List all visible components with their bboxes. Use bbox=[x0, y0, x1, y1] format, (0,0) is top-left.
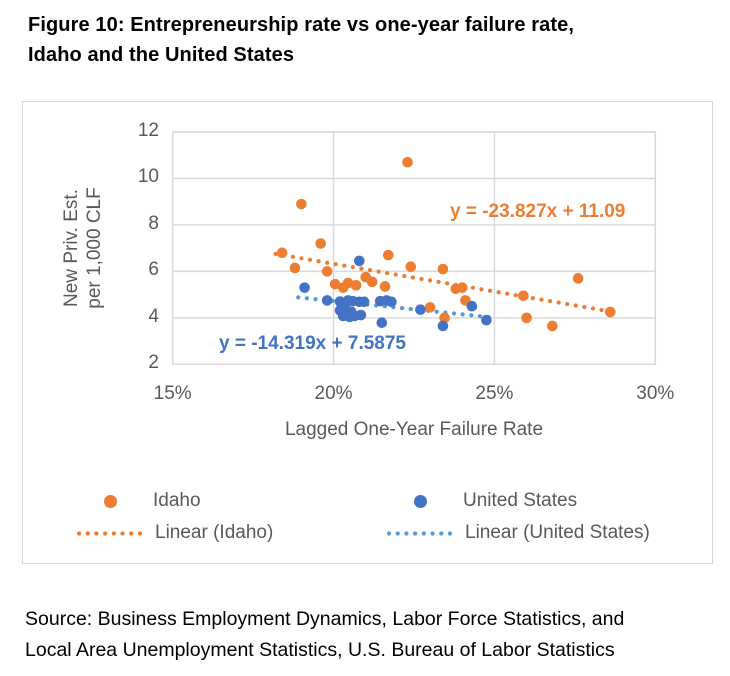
legend-label-linear-united-states: Linear (United States) bbox=[465, 522, 650, 543]
x-axis-title: Lagged One-Year Failure Rate bbox=[284, 419, 544, 440]
scatter-point-united-states bbox=[481, 314, 492, 326]
scatter-point-idaho bbox=[402, 156, 413, 168]
legend-label-linear-idaho: Linear (Idaho) bbox=[155, 522, 274, 543]
legend-marker-idaho-dot bbox=[104, 494, 117, 508]
scatter-point-idaho bbox=[366, 276, 378, 288]
scatter-point-idaho bbox=[276, 247, 288, 259]
legend-label-idaho: Idaho bbox=[153, 490, 201, 511]
scatter-point-idaho bbox=[342, 277, 354, 289]
scatter-point-idaho bbox=[521, 312, 532, 324]
y-tick-label: 6 bbox=[148, 259, 159, 281]
figure-title: Figure 10: Entrepreneurship rate vs one-… bbox=[28, 10, 708, 70]
y-axis-title-line1: New Priv. Est. bbox=[61, 189, 82, 307]
legend-marker-linear-united-states-line bbox=[386, 530, 456, 536]
scatter-point-idaho bbox=[439, 312, 450, 324]
y-tick-label: 10 bbox=[137, 166, 159, 188]
y-tick-label: 12 bbox=[137, 120, 159, 141]
scatter-point-idaho bbox=[518, 290, 529, 302]
y-axis-title: New Priv. Est. per 1,000 CLF bbox=[60, 187, 106, 308]
trendline-equation-idaho: y = -23.827x + 11.09 bbox=[450, 201, 626, 222]
figure-title-line2: Idaho and the United States bbox=[28, 44, 295, 66]
chart-area: New Priv. Est. per 1,000 CLF Lagged One-… bbox=[22, 101, 713, 564]
scatter-point-idaho bbox=[547, 320, 558, 332]
y-tick-label: 2 bbox=[148, 352, 159, 374]
x-tick-label: 15% bbox=[153, 383, 192, 404]
scatter-point-idaho bbox=[379, 281, 391, 292]
legend-item-united-states: United States bbox=[414, 490, 577, 512]
scatter-point-idaho bbox=[321, 266, 333, 277]
scatter-point-idaho bbox=[382, 249, 394, 261]
trendline-idaho bbox=[273, 251, 616, 315]
scatter-point-united-states bbox=[358, 296, 370, 308]
x-tick-label: 30% bbox=[636, 383, 675, 404]
trendline-united-states bbox=[296, 295, 494, 320]
scatter-point-idaho bbox=[604, 306, 616, 318]
scatter-point-united-states bbox=[466, 300, 478, 312]
scatter-point-united-states bbox=[437, 320, 449, 332]
legend-item-idaho: Idaho bbox=[104, 490, 201, 512]
scatter-point-united-states bbox=[386, 296, 397, 308]
source-note-line2: Local Area Unemployment Statistics, U.S.… bbox=[25, 639, 615, 661]
y-tick-label: 8 bbox=[148, 212, 159, 234]
chart-canvas bbox=[171, 131, 657, 366]
legend-marker-linear-idaho-line bbox=[76, 530, 146, 536]
y-tick-label: 4 bbox=[148, 305, 159, 327]
x-tick-label: 25% bbox=[475, 383, 514, 404]
scatter-point-united-states bbox=[299, 282, 310, 293]
scatter-point-idaho bbox=[424, 302, 436, 313]
scatter-point-idaho bbox=[572, 273, 584, 284]
scatter-point-united-states bbox=[376, 317, 388, 329]
trendline-equation-united-states: y = -14.319x + 7.5875 bbox=[219, 333, 406, 354]
legend-marker-united-states-dot bbox=[414, 494, 427, 508]
scatter-point-idaho bbox=[296, 198, 307, 210]
scatter-point-idaho bbox=[456, 282, 468, 293]
source-note-line1: Source: Business Employment Dynamics, La… bbox=[25, 608, 625, 630]
plot-border bbox=[171, 131, 657, 366]
figure-title-line1: Figure 10: Entrepreneurship rate vs one-… bbox=[28, 14, 574, 36]
scatter-point-united-states bbox=[415, 304, 426, 316]
legend-item-linear-united-states: Linear (United States) bbox=[386, 522, 650, 544]
scatter-point-idaho bbox=[329, 278, 341, 290]
scatter-point-united-states bbox=[354, 255, 365, 267]
source-note: Source: Business Employment Dynamics, La… bbox=[25, 604, 624, 666]
scatter-point-idaho bbox=[315, 238, 326, 249]
legend-label-united-states: United States bbox=[463, 490, 578, 511]
legend-item-linear-idaho: Linear (Idaho) bbox=[76, 522, 273, 544]
scatter-point-united-states bbox=[321, 295, 333, 306]
scatter-point-idaho bbox=[350, 280, 362, 291]
scatter-point-united-states bbox=[355, 309, 367, 321]
scatter-point-idaho bbox=[437, 263, 449, 275]
x-tick-label: 20% bbox=[314, 383, 353, 404]
y-axis-title-line2: per 1,000 CLF bbox=[84, 187, 105, 309]
scatter-point-idaho bbox=[289, 262, 301, 274]
scatter-point-idaho bbox=[405, 261, 417, 273]
